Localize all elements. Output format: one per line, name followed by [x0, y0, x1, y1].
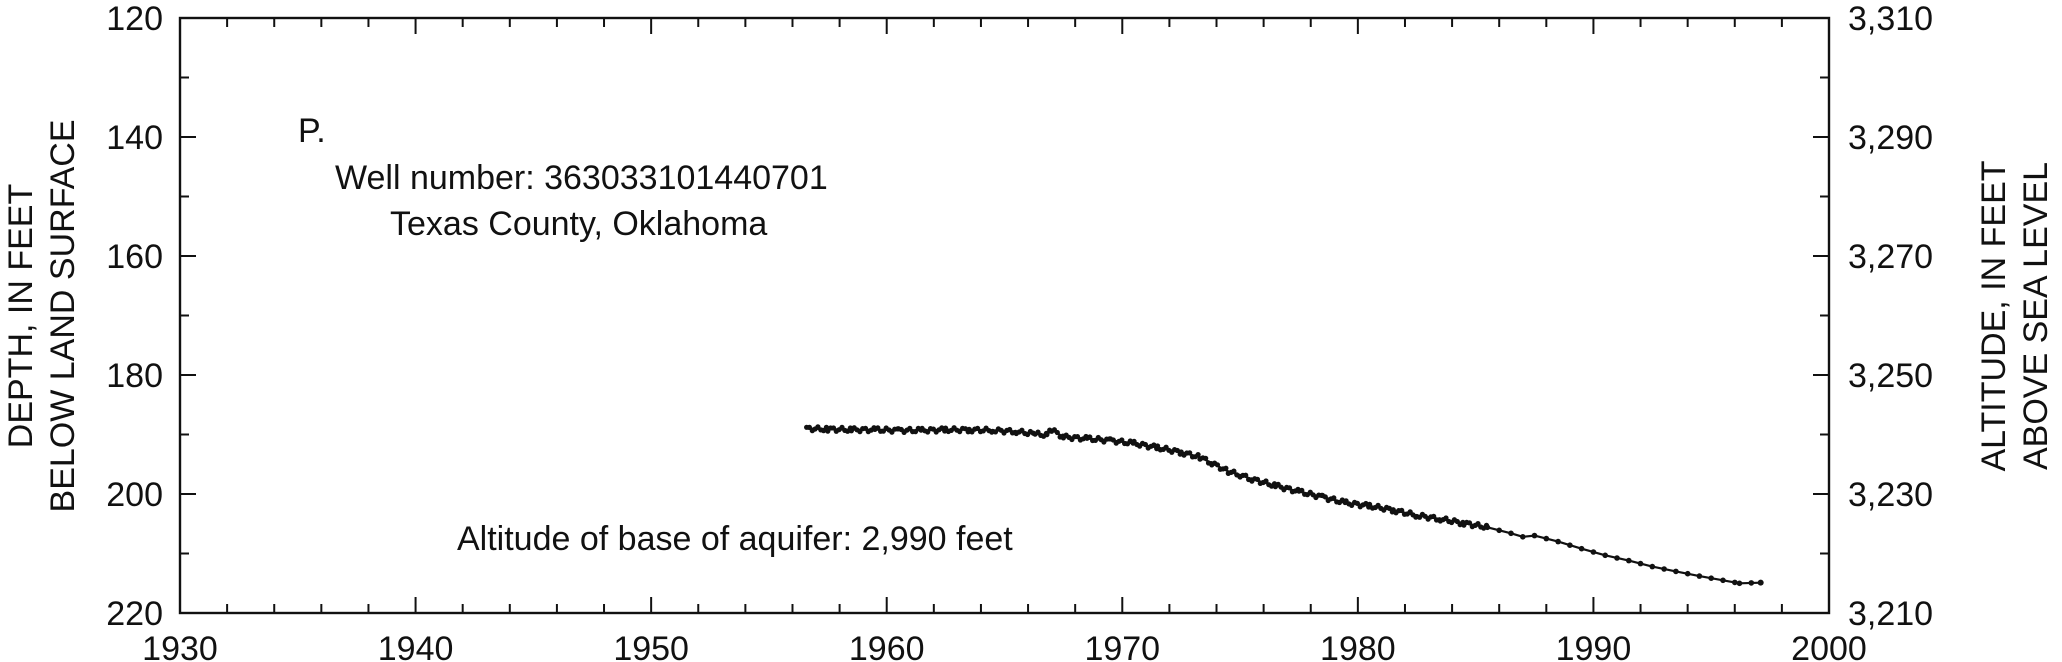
data-point	[1286, 485, 1293, 491]
data-point	[1466, 520, 1473, 526]
data-point	[1187, 450, 1193, 456]
y-tick-label-right: 3,270	[1848, 238, 1933, 276]
data-point	[1567, 542, 1573, 548]
data-point	[1661, 566, 1667, 572]
x-tick-label: 1970	[1084, 630, 1160, 662]
y-tick-label-left: 180	[106, 357, 163, 395]
data-point	[1054, 429, 1060, 436]
data-point	[1443, 515, 1449, 521]
data-point	[1614, 555, 1620, 561]
data-point	[1684, 570, 1691, 577]
x-tick-label: 1980	[1320, 630, 1396, 662]
plot-frame	[178, 16, 1831, 615]
y-tick-label-right: 3,290	[1848, 119, 1933, 157]
data-point	[1331, 495, 1337, 501]
data-point	[1195, 452, 1201, 458]
data-point	[1214, 462, 1221, 468]
y-axis-label-right-line2: ABOVE SEA LEVEL	[2017, 162, 2055, 470]
data-point	[1720, 577, 1726, 584]
data-point	[1203, 455, 1209, 461]
data-point	[1696, 573, 1703, 579]
data-point	[1484, 524, 1491, 531]
data-point	[1263, 478, 1269, 484]
data-point	[1543, 535, 1550, 542]
data-point	[1555, 538, 1561, 545]
x-tick-label: 1940	[378, 630, 454, 662]
data-point	[1673, 568, 1679, 575]
data-point	[1520, 534, 1526, 540]
data-point	[1119, 437, 1125, 443]
x-tick-label: 2000	[1791, 630, 1867, 662]
data-point	[1087, 434, 1093, 440]
data-point	[1223, 465, 1229, 471]
data-point	[975, 425, 981, 431]
y-tick-label-left: 140	[106, 119, 163, 157]
well-number-label: Well number: 363033101440701	[335, 159, 828, 197]
data-point	[1142, 441, 1148, 448]
x-tick-label: 1950	[613, 630, 689, 662]
x-tick-label: 1930	[142, 630, 218, 662]
data-point	[1496, 527, 1502, 534]
y-axis-label-right-line1: ALTITUDE, IN FEET	[1975, 160, 2013, 471]
county-label: Texas County, Oklahoma	[390, 205, 767, 243]
data-point	[1708, 575, 1714, 581]
panel-letter: P.	[298, 112, 326, 150]
y-tick-labels-right: 3,310 3,290 3,270 3,250 3,230 3,210	[1848, 0, 1933, 633]
y-tick-label-right: 3,310	[1848, 0, 1933, 38]
tick-marks	[179, 17, 1830, 614]
y-tick-label-right: 3,230	[1848, 476, 1933, 514]
y-tick-label-left: 120	[106, 0, 163, 38]
data-point	[1736, 580, 1743, 587]
data-point	[1626, 557, 1632, 564]
aquifer-base-label: Altitude of base of aquifer: 2,990 feet	[457, 520, 1013, 558]
y-axis-label-left-line1: DEPTH, IN FEET	[2, 184, 40, 448]
data-point	[1044, 432, 1050, 438]
data-point	[1637, 560, 1644, 567]
data-point	[1231, 468, 1237, 474]
y-tick-label-left: 200	[106, 476, 163, 514]
data-point	[1602, 552, 1608, 559]
data-point	[1155, 443, 1161, 449]
data-point	[1299, 487, 1305, 493]
data-point	[1649, 563, 1656, 570]
data-point	[1254, 476, 1261, 482]
data-point	[1508, 530, 1514, 537]
data-point	[1243, 472, 1249, 478]
data-point	[1590, 549, 1597, 555]
y-tick-label-right: 3,250	[1848, 357, 1933, 395]
y-axis-label-left-line2: BELOW LAND SURFACE	[44, 120, 82, 513]
data-point	[1732, 579, 1738, 586]
y-tick-label-left: 220	[106, 595, 163, 633]
x-tick-labels: 1930 1940 1950 1960 1970 1980 1990 2000	[142, 630, 1867, 662]
data-point	[1748, 580, 1755, 586]
data-point	[1399, 507, 1405, 513]
x-tick-label: 1990	[1556, 630, 1632, 662]
data-point	[1578, 545, 1585, 552]
data-point	[1322, 494, 1328, 500]
data-point	[1074, 434, 1081, 440]
y-tick-labels-left: 120 140 160 180 200 220	[106, 0, 163, 633]
data-point	[1757, 579, 1764, 586]
y-tick-label-right: 3,210	[1848, 595, 1933, 633]
y-tick-label-left: 160	[106, 238, 163, 276]
data-point	[1367, 501, 1373, 507]
series-group	[804, 424, 1764, 587]
data-point	[1431, 513, 1437, 519]
x-tick-label: 1960	[849, 630, 925, 662]
data-point	[1531, 532, 1538, 539]
